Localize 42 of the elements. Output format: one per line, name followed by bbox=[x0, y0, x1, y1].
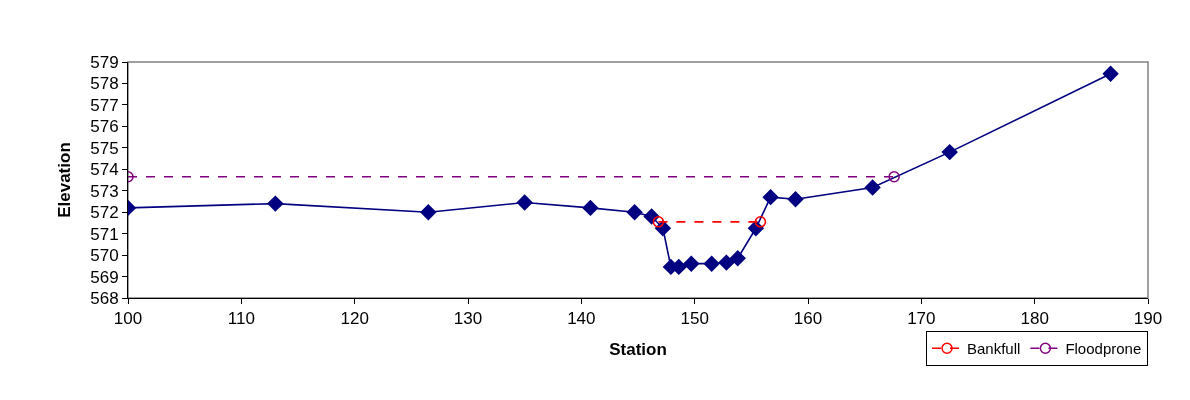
point bbox=[267, 195, 284, 212]
x-tick-label: 110 bbox=[227, 309, 255, 329]
point bbox=[420, 204, 437, 221]
y-tick-label: 573 bbox=[90, 181, 119, 201]
point bbox=[762, 189, 779, 206]
point bbox=[718, 254, 735, 271]
y-tick-label: 568 bbox=[90, 288, 119, 308]
legend-label: Bankfull bbox=[967, 340, 1021, 358]
point bbox=[864, 179, 881, 196]
point bbox=[516, 194, 533, 211]
x-tick-label: 170 bbox=[907, 309, 936, 329]
y-tick-label: 578 bbox=[90, 74, 119, 94]
legend-label: Floodprone bbox=[1065, 340, 1142, 358]
y-tick-label: 574 bbox=[90, 160, 119, 180]
y-tick-label: 569 bbox=[90, 267, 119, 287]
x-tick-label: 190 bbox=[1133, 309, 1163, 329]
y-tick-label: 575 bbox=[90, 138, 119, 158]
x-tick-label: 140 bbox=[567, 309, 596, 329]
point bbox=[582, 199, 599, 216]
y-tick-label: 571 bbox=[90, 224, 119, 244]
y-axis-title: Elevation bbox=[54, 142, 74, 218]
y-tick-label: 570 bbox=[90, 246, 119, 266]
point bbox=[787, 191, 804, 208]
x-tick-label: 100 bbox=[113, 309, 143, 329]
y-tick-label: 577 bbox=[90, 95, 119, 115]
point bbox=[683, 255, 700, 272]
x-tick-label: 180 bbox=[1020, 309, 1049, 329]
x-tick-label: 120 bbox=[340, 309, 369, 329]
point bbox=[652, 216, 665, 228]
y-tick-label: 579 bbox=[90, 52, 119, 72]
point bbox=[703, 255, 720, 272]
point bbox=[1102, 65, 1119, 82]
x-tick-label: 160 bbox=[793, 309, 823, 329]
y-tick-label: 572 bbox=[90, 203, 119, 223]
point bbox=[754, 216, 767, 228]
point bbox=[941, 144, 958, 161]
x-tick-label: 130 bbox=[453, 309, 483, 329]
y-tick-label: 576 bbox=[90, 117, 119, 137]
x-tick-label: 150 bbox=[680, 309, 709, 329]
x-axis-title: Station bbox=[609, 339, 667, 359]
point bbox=[626, 204, 643, 221]
point bbox=[729, 250, 746, 267]
